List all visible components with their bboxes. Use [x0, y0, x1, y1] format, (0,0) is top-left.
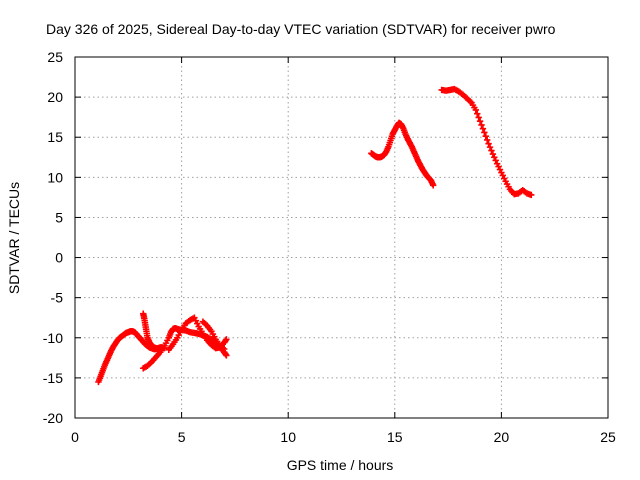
- data-point: [479, 125, 487, 132]
- data-point: [472, 106, 480, 114]
- y-tick-label: 20: [47, 89, 63, 105]
- series-seg-5: [199, 318, 228, 353]
- x-tick-label: 5: [178, 429, 186, 445]
- x-tick-label: 10: [280, 429, 296, 445]
- data-point: [482, 132, 489, 140]
- x-tick-label: 25: [600, 429, 616, 445]
- data-point: [221, 345, 228, 353]
- axis-ticks: [74, 56, 609, 419]
- y-axis-label: SDTVAR / TECUs: [6, 182, 22, 294]
- y-tick-label: 0: [55, 250, 63, 266]
- data-point: [489, 150, 497, 158]
- series-seg-6: [368, 119, 437, 189]
- series-seg-7: [438, 85, 535, 199]
- data-points: [95, 85, 535, 386]
- data-point: [491, 154, 498, 161]
- data-point: [483, 136, 491, 144]
- chart-title: Day 326 of 2025, Sidereal Day-to-day VTE…: [46, 21, 556, 37]
- data-point: [152, 345, 160, 352]
- data-point: [528, 191, 535, 199]
- data-point: [475, 114, 482, 121]
- y-tick-label: 5: [55, 209, 63, 225]
- data-point: [488, 147, 495, 154]
- x-tick-label: 15: [387, 429, 403, 445]
- y-tick-label: -20: [43, 410, 63, 426]
- y-tick-label: -15: [43, 370, 63, 386]
- tick-labels: 0 5 10 15 20 25 -20 -15 -10 -5 0 5 10 15 20 25: [43, 49, 616, 445]
- data-point: [474, 110, 481, 117]
- data-point: [485, 140, 492, 147]
- y-tick-label: -10: [43, 330, 63, 346]
- y-tick-label: 15: [47, 129, 63, 145]
- data-point: [223, 352, 230, 359]
- data-point: [429, 182, 437, 189]
- x-axis-label: GPS time / hours: [287, 457, 394, 473]
- y-tick-label: -5: [51, 290, 64, 306]
- data-point: [223, 336, 230, 343]
- data-point: [481, 129, 488, 136]
- series-seg-2: [140, 310, 160, 352]
- series-seg-4: [165, 314, 230, 354]
- data-point: [492, 157, 499, 164]
- x-tick-label: 0: [71, 429, 79, 445]
- data-point: [486, 143, 494, 151]
- data-point: [478, 121, 485, 129]
- data-point: [476, 117, 484, 125]
- y-tick-label: 10: [47, 169, 63, 185]
- x-tick-label: 20: [494, 429, 510, 445]
- plot-frame: [74, 56, 609, 419]
- grid: [75, 57, 608, 418]
- y-tick-label: 25: [47, 49, 63, 65]
